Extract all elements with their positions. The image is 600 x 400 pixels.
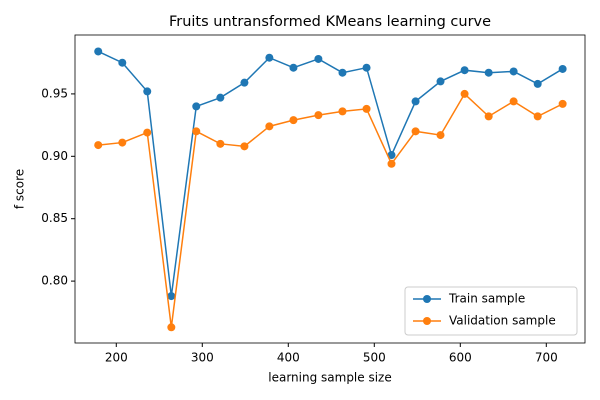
legend-label: Train sample: [448, 292, 525, 306]
chart-title: Fruits untransformed KMeans learning cur…: [169, 14, 491, 30]
point: [240, 78, 249, 87]
legend: Train sample Validation sample: [404, 286, 578, 336]
x-tick-label: 400: [277, 351, 300, 365]
point: [387, 159, 396, 168]
legend-marker: [423, 317, 431, 325]
x-axis-label: learning sample size: [268, 371, 391, 385]
point: [289, 63, 298, 72]
point: [265, 122, 274, 131]
point: [533, 112, 542, 121]
point: [167, 292, 176, 301]
x-tick-label: 700: [535, 351, 558, 365]
x-tick-label: 500: [363, 351, 386, 365]
y-axis-label: f score: [13, 169, 27, 209]
point: [216, 93, 225, 102]
point: [314, 111, 323, 120]
legend-marker: [423, 295, 431, 303]
point: [533, 79, 542, 88]
x-tick-label: 300: [191, 351, 214, 365]
point: [265, 53, 274, 62]
point: [411, 127, 420, 136]
point: [94, 47, 103, 56]
y-tick-label: 0.95: [41, 86, 68, 100]
series-line: [97, 50, 564, 297]
point: [558, 99, 567, 108]
point: [484, 112, 493, 121]
point: [436, 131, 445, 140]
point: [289, 116, 298, 125]
x-tick-label: 600: [449, 351, 472, 365]
point: [338, 68, 347, 77]
point: [118, 58, 127, 67]
point: [411, 97, 420, 106]
point: [460, 66, 469, 75]
point: [558, 64, 567, 73]
point: [338, 107, 347, 116]
point: [118, 138, 127, 147]
legend-label: Validation sample: [449, 314, 556, 328]
point: [192, 102, 201, 111]
series-line: [98, 92, 563, 328]
point: [143, 128, 152, 137]
point: [362, 104, 371, 113]
point: [362, 63, 371, 72]
point: [314, 54, 323, 63]
point: [167, 323, 176, 332]
y-tick-label: 0.85: [41, 211, 68, 225]
x-tick-label: 200: [105, 351, 128, 365]
point: [387, 151, 396, 160]
point: [143, 87, 152, 96]
y-tick-label: 0.90: [41, 149, 68, 163]
point: [509, 97, 518, 106]
point: [509, 67, 518, 76]
point: [484, 68, 493, 77]
y-tick-label: 0.80: [41, 274, 68, 288]
point: [94, 141, 103, 150]
point: [460, 89, 469, 98]
point: [436, 77, 445, 86]
plot-frame: [74, 34, 586, 344]
point: [216, 139, 225, 148]
point: [192, 127, 201, 136]
point: [240, 142, 249, 151]
legend-box: [404, 286, 578, 336]
